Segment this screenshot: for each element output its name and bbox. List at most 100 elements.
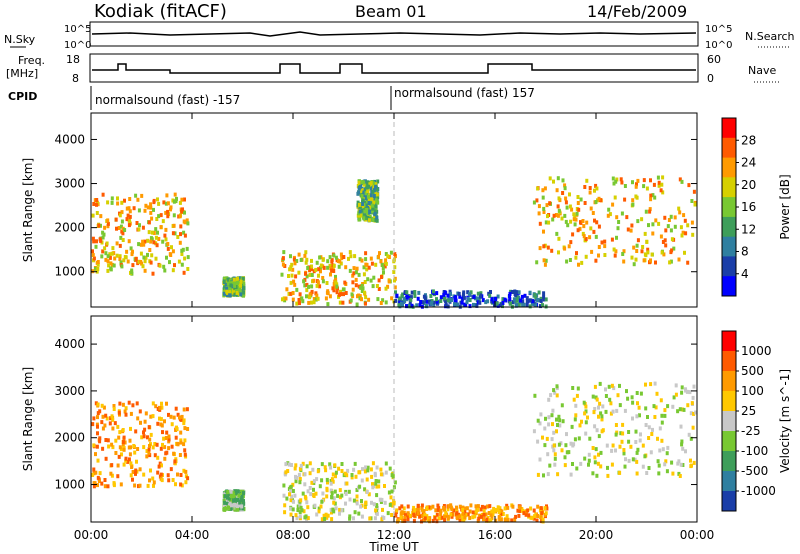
data-cell xyxy=(281,297,284,302)
data-cell xyxy=(422,509,426,514)
data-cell xyxy=(435,512,439,517)
data-cell xyxy=(121,428,125,432)
data-cell xyxy=(595,473,599,478)
colorbar-label: Power [dB] xyxy=(778,174,792,239)
data-cell xyxy=(644,406,648,411)
data-cell xyxy=(344,265,348,270)
data-cell xyxy=(585,220,589,225)
data-cell xyxy=(475,504,479,509)
data-cell xyxy=(569,219,573,224)
data-cell xyxy=(289,506,293,511)
data-cell xyxy=(149,239,153,244)
data-cell xyxy=(310,273,314,277)
data-cell xyxy=(583,456,587,461)
data-cell xyxy=(349,254,353,259)
data-cell xyxy=(525,296,529,301)
data-cell xyxy=(569,441,573,446)
data-cell xyxy=(588,436,592,441)
data-cell xyxy=(314,291,318,296)
data-cell xyxy=(435,299,439,304)
data-cell xyxy=(405,294,409,299)
data-cell xyxy=(505,503,509,508)
data-cell xyxy=(315,512,319,517)
data-cell xyxy=(458,518,462,523)
data-cell xyxy=(564,219,568,224)
data-cell xyxy=(92,481,96,486)
data-cell xyxy=(146,435,149,440)
data-cell xyxy=(600,417,604,422)
data-cell xyxy=(390,513,394,517)
data-cell xyxy=(563,246,567,251)
data-cell xyxy=(94,401,98,406)
data-cell xyxy=(536,514,540,518)
data-cell xyxy=(476,291,480,296)
data-cell xyxy=(434,508,438,513)
colorbar-segment xyxy=(722,331,736,352)
data-cell xyxy=(599,450,603,455)
data-cell xyxy=(359,504,363,509)
data-cell xyxy=(416,503,420,508)
data-cell xyxy=(555,393,559,398)
data-cell xyxy=(105,416,109,421)
data-cell xyxy=(222,279,226,284)
data-cell xyxy=(379,259,383,264)
data-cell xyxy=(468,509,472,514)
data-cell xyxy=(135,401,139,406)
data-cell xyxy=(103,484,107,489)
data-cell xyxy=(584,404,588,409)
data-cell xyxy=(586,415,589,420)
data-cell xyxy=(542,206,546,211)
data-cell xyxy=(312,297,316,301)
data-cell xyxy=(658,448,662,453)
data-cell xyxy=(370,474,374,479)
data-cell xyxy=(140,193,144,198)
data-cell xyxy=(634,429,638,434)
data-cell xyxy=(313,503,317,508)
data-cell xyxy=(595,397,599,402)
data-cell xyxy=(631,457,635,462)
data-cell xyxy=(534,295,538,300)
data-cell xyxy=(295,301,299,306)
data-cell xyxy=(166,246,170,251)
data-cell xyxy=(186,267,190,271)
data-cell xyxy=(503,518,507,522)
data-cell xyxy=(318,484,322,489)
data-cell xyxy=(584,420,588,425)
data-cell xyxy=(344,291,348,295)
data-cell xyxy=(539,296,543,301)
data-cell xyxy=(92,256,96,261)
data-cell xyxy=(316,296,320,301)
data-cell xyxy=(367,297,371,302)
data-cell xyxy=(684,449,687,454)
data-cell xyxy=(473,514,477,519)
data-cell xyxy=(476,296,480,301)
data-cell xyxy=(296,504,300,509)
data-cell xyxy=(538,508,542,513)
data-cell xyxy=(164,436,168,440)
data-cell xyxy=(233,283,237,288)
data-cell xyxy=(328,263,332,268)
data-cell xyxy=(339,252,343,257)
data-cell xyxy=(603,253,607,257)
data-cell xyxy=(433,516,437,520)
data-cell xyxy=(654,405,658,410)
data-cell xyxy=(378,251,381,256)
data-cell xyxy=(635,243,639,248)
data-cell xyxy=(360,289,364,293)
data-cell xyxy=(173,231,177,236)
data-cell xyxy=(118,430,122,435)
data-cell xyxy=(382,270,385,275)
data-cell xyxy=(351,287,355,292)
data-cell xyxy=(689,458,692,463)
data-cell xyxy=(400,294,404,299)
data-cell xyxy=(169,414,173,419)
data-cell xyxy=(659,188,663,193)
data-cell xyxy=(148,444,151,448)
data-cell xyxy=(571,443,575,448)
data-cell xyxy=(508,291,512,296)
data-cell xyxy=(611,176,615,181)
data-cell xyxy=(415,303,419,308)
data-cell xyxy=(417,290,421,295)
data-cell xyxy=(143,419,147,424)
data-cell xyxy=(370,500,373,505)
